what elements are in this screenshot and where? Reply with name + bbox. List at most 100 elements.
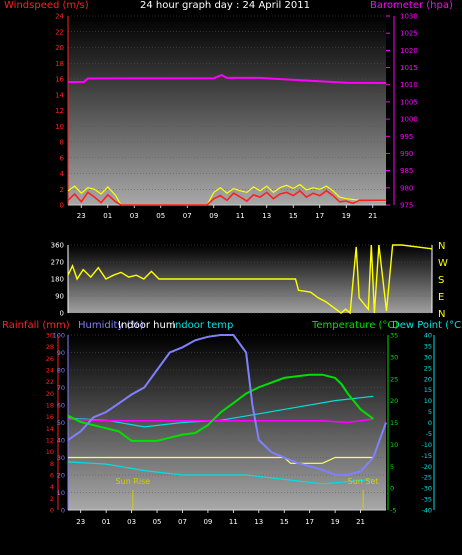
humidity-tick-label: 20 [57, 472, 65, 480]
legend-indoor-temp: Indoor temp [172, 320, 234, 331]
wind-tick-label: 4 [60, 170, 65, 178]
baro-tick-label: 1025 [400, 30, 418, 38]
temp-tick-label: 0 [390, 485, 394, 493]
wind-tick-label: 10 [55, 123, 64, 131]
temp-tick-label: 30 [390, 353, 398, 361]
wind-hour-label: 15 [289, 212, 298, 220]
rain-tick-label: 10 [46, 448, 54, 456]
wind-hour-label: 01 [103, 212, 112, 220]
dew-tick-label: -5 [426, 430, 432, 438]
temp-tick-label: 15 [390, 419, 398, 427]
wind-tick-label: 6 [60, 154, 65, 162]
humidity-series [67, 334, 387, 476]
sunrise-label: Sun Rise [116, 477, 151, 486]
baro-tick-label: 975 [400, 202, 413, 210]
temp-tick-label: 5 [390, 463, 394, 471]
wind-tick-label: 16 [55, 76, 64, 84]
direction-series [67, 244, 433, 315]
rain-tick-label: 8 [50, 460, 54, 468]
humidity-tick-label: 0 [61, 507, 65, 515]
temp-tick-label: 10 [390, 441, 398, 449]
dew-tick-label: 5 [428, 408, 432, 416]
wind-hour-label: 19 [342, 212, 351, 220]
humidity-tick-label: 90 [57, 349, 65, 357]
rain-tick-label: 0 [50, 507, 54, 515]
wind-hour-label: 11 [236, 212, 245, 220]
wind-hour-label: 23 [77, 212, 86, 220]
rain-tick-label: 2 [50, 495, 54, 503]
dew-tick-label: 20 [424, 375, 432, 383]
dew-tick-label: 35 [424, 342, 432, 350]
wind-tick-label: 22 [55, 28, 64, 36]
baro-tick-label: 985 [400, 167, 413, 175]
wind-hour-label: 03 [130, 212, 139, 220]
compass-label: W [438, 258, 448, 269]
temp-hour-label: 19 [331, 518, 340, 526]
humidity-tick-label: 50 [57, 419, 65, 427]
baro-tick-label: 990 [400, 150, 413, 158]
dew-tick-label: 40 [424, 332, 432, 340]
baro-tick-label: 980 [400, 184, 413, 192]
temp-hour-label: 01 [102, 518, 111, 526]
baro-tick-label: 1005 [400, 98, 418, 106]
temp-hour-label: 17 [305, 518, 314, 526]
wind-series [67, 189, 386, 206]
dir-tick-label: 270 [51, 259, 64, 267]
wind-tick-label: 12 [55, 107, 64, 115]
wind-hour-label: 17 [315, 212, 324, 220]
legend-rainfall: Rainfall (mm) [2, 320, 70, 331]
wind-hour-label: 13 [262, 212, 271, 220]
temp-hour-label: 15 [280, 518, 289, 526]
dir-tick-label: 360 [51, 242, 64, 250]
dir-tick-label: 180 [51, 276, 64, 284]
temp-hour-label: 07 [178, 518, 187, 526]
dew-tick-label: 30 [424, 353, 432, 361]
wind-hour-label: 21 [368, 212, 377, 220]
baro-tick-label: 1030 [400, 13, 418, 21]
wind-tick-label: 14 [55, 91, 64, 99]
chart-title: 24 hour graph day : 24 April 2011 [140, 0, 310, 11]
humidity-tick-label: 100 [53, 332, 65, 340]
legend-dew-point: Dew Point (°C) [392, 320, 462, 331]
wind-tick-label: 2 [60, 186, 64, 194]
compass-label: N [438, 241, 445, 252]
baro-tick-label: 1000 [400, 116, 418, 124]
legend-indoor-hum: Indoor hum [118, 320, 176, 331]
rain-tick-label: 28 [46, 343, 54, 351]
rain-tick-label: 24 [46, 367, 54, 375]
temp-hour-label: 21 [356, 518, 365, 526]
dew-tick-label: 0 [428, 419, 432, 427]
compass-label: S [438, 275, 444, 286]
dew-tick-label: -25 [421, 474, 432, 482]
humidity-tick-label: 30 [57, 454, 65, 462]
dew-tick-label: -15 [421, 452, 432, 460]
rainfall-series [68, 456, 374, 464]
baro-tick-label: 1020 [400, 47, 418, 55]
temp-tick-label: 25 [390, 375, 398, 383]
temp-hour-label: 03 [127, 518, 136, 526]
dew-tick-label: -20 [421, 463, 432, 471]
baro-tick-label: 1010 [400, 81, 418, 89]
wind-axis-title: Windspeed (m/s) [4, 0, 89, 11]
barometer-series [68, 74, 387, 84]
temp-hour-label: 11 [229, 518, 238, 526]
dew-tick-label: 10 [424, 397, 432, 405]
wind-hour-label: 07 [183, 212, 192, 220]
temp-tick-label: 35 [390, 332, 398, 340]
rain-tick-label: 30 [46, 332, 54, 340]
rain-tick-label: 26 [46, 355, 54, 363]
wind-hour-label: 05 [156, 212, 165, 220]
humidity-tick-label: 60 [57, 402, 65, 410]
baro-axis-title: Barometer (hpa) [370, 0, 453, 11]
dew-tick-label: -40 [421, 507, 432, 515]
dew-tick-label: -10 [421, 441, 432, 449]
compass-label: N [438, 309, 445, 320]
temperature-series [67, 373, 374, 442]
baro-tick-label: 1015 [400, 64, 418, 72]
rain-tick-label: 4 [50, 483, 54, 491]
dew-point-series [67, 461, 374, 485]
legend-humidity: Humidity (%) [78, 320, 144, 331]
temp-hour-label: 23 [76, 518, 85, 526]
rain-tick-label: 22 [46, 378, 54, 386]
